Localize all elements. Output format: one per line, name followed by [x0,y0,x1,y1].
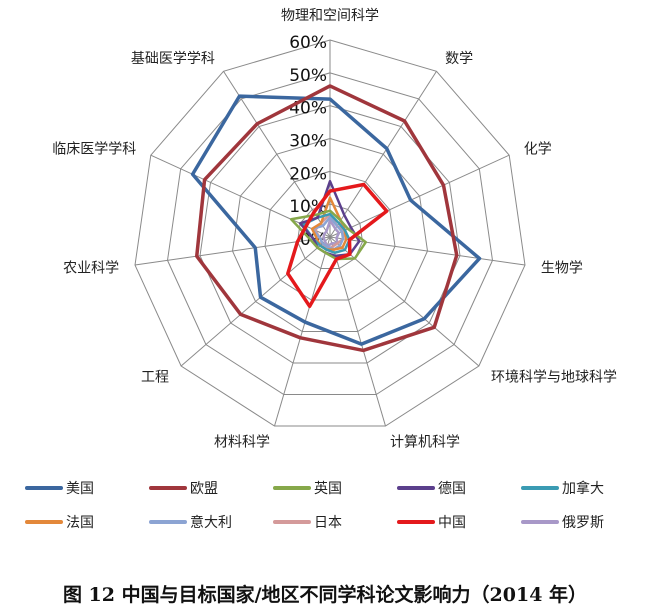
tick-label: 30% [289,132,327,152]
legend-item: 中国 [397,512,521,532]
axis-spoke [329,236,386,427]
axis-label: 农业科学 [63,260,119,276]
legend-swatch [521,520,559,524]
axis-spoke [274,236,331,427]
legend-item: 加拿大 [521,478,645,498]
legend-swatch [149,520,187,524]
legend-label: 法国 [66,515,94,531]
chart-title: 图 12 中国与目标国家/地区不同学科论文影响力（2014 年） [62,584,588,606]
legend-label: 美国 [66,481,94,497]
legend-label: 意大利 [190,515,232,531]
legend-item: 德国 [397,478,521,498]
grid-ring [134,39,526,427]
tick-label: 50% [289,66,327,86]
legend-swatch [273,520,311,524]
legend-label: 欧盟 [190,481,218,497]
axis-label: 计算机科学 [390,434,460,450]
axis-spoke [223,71,331,238]
series-line-俄罗斯 [322,219,341,248]
legend-item: 英国 [273,478,397,498]
legend-item: 俄罗斯 [521,512,645,532]
legend-item: 意大利 [149,512,273,532]
tick-label: 10% [289,197,327,217]
series-line-欧盟 [195,84,459,353]
legend-label: 日本 [314,515,342,531]
grid-ring [166,72,494,396]
axis-label: 工程 [141,369,169,385]
axis-label: 化学 [524,142,552,158]
axis-label: 物理和空间科学 [281,8,379,24]
legend-swatch [397,486,435,490]
series-line-中国 [286,182,389,309]
legend-swatch [521,486,559,490]
legend-label: 德国 [438,481,466,497]
axis-label: 生物学 [541,260,583,276]
legend: 美国 欧盟 英国 德国 加拿大法国 意大利 日本 中国 俄罗斯 [25,478,645,532]
legend-label: 英国 [314,481,342,497]
tick-label: 20% [289,164,327,184]
tick-label: 40% [289,99,327,119]
tick-label: 60% [289,33,327,53]
legend-item: 欧盟 [149,478,273,498]
axis-spoke [180,236,331,367]
axis-spoke [329,71,437,238]
legend-label: 加拿大 [562,481,604,497]
axis-label: 环境科学与地球科学 [491,369,617,385]
axis-label: 临床医学学科 [52,142,136,158]
axis-spoke [329,154,510,238]
axis-spoke [329,236,526,266]
legend-swatch [273,486,311,490]
legend-item: 日本 [273,512,397,532]
series-line-英国 [289,209,367,261]
legend-item: 美国 [25,478,149,498]
grid-ring [199,105,461,364]
axis-label: 数学 [445,51,473,67]
legend-swatch [149,486,187,490]
series-line-加拿大 [301,212,351,255]
legend-swatch [397,520,435,524]
grid-ring [264,170,396,301]
series-line-美国 [190,94,482,346]
legend-item: 法国 [25,512,149,532]
axis-label: 材料科学 [214,434,270,450]
legend-swatch [25,520,63,524]
legend-label: 中国 [438,515,466,531]
legend-swatch [25,486,63,490]
axis-label: 基础医学学科 [131,50,215,67]
legend-label: 俄罗斯 [562,515,604,531]
